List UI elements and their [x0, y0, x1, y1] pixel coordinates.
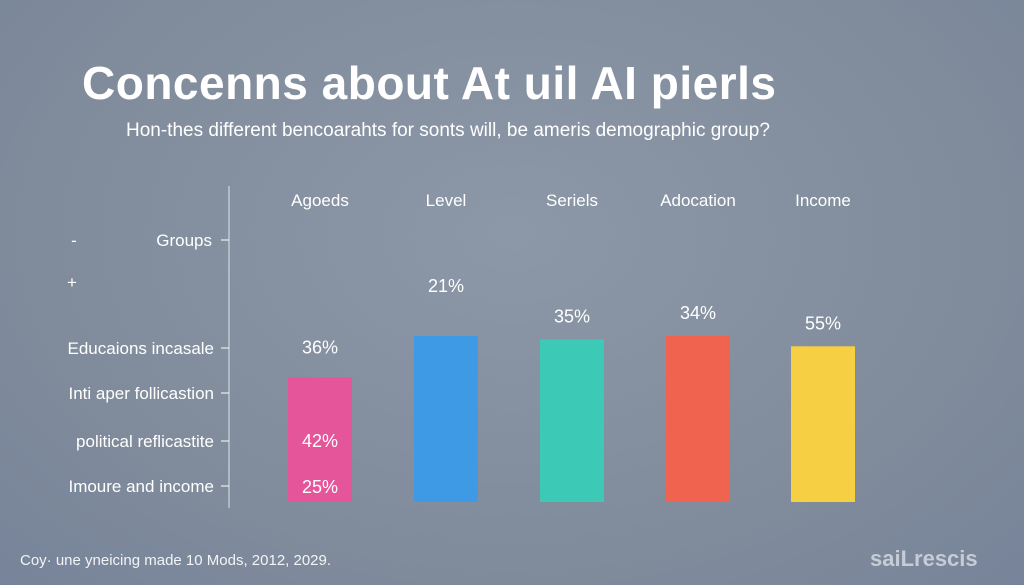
category-label: Level — [426, 191, 467, 210]
bar-inner-label: 25% — [302, 477, 338, 497]
bar-inner-label: 42% — [302, 431, 338, 451]
row-label: + — [67, 273, 77, 292]
bar — [791, 346, 855, 502]
chart-subtitle: Hon-thes different bencoarahts for sonts… — [126, 120, 770, 141]
data-label: 36% — [302, 337, 338, 357]
category-label: Agoeds — [291, 191, 349, 210]
bar — [666, 335, 730, 502]
bar — [414, 335, 478, 502]
row-label: Inti aper follicastion — [68, 384, 214, 403]
chart-title: Concenns about At uil AI pierls — [82, 57, 777, 109]
row-label: Groups — [156, 231, 212, 250]
data-label: 21% — [428, 276, 464, 296]
row-label: political reflicastite — [76, 432, 214, 451]
row-label: Imoure and income — [68, 477, 214, 496]
bar — [540, 339, 604, 502]
bar — [288, 377, 352, 502]
brand-logo: saiLrescis — [870, 546, 978, 571]
row-label: Educaions incasale — [68, 339, 214, 358]
data-label: 55% — [805, 313, 841, 333]
category-label: Adocation — [660, 191, 736, 210]
data-label: 34% — [680, 303, 716, 323]
category-label: Income — [795, 191, 851, 210]
row-label: - — [71, 231, 77, 250]
footer-note: Coy· une yneicing made 10 Mods, 2012, 20… — [20, 552, 332, 569]
data-label: 35% — [554, 306, 590, 326]
category-label: Seriels — [546, 191, 598, 210]
